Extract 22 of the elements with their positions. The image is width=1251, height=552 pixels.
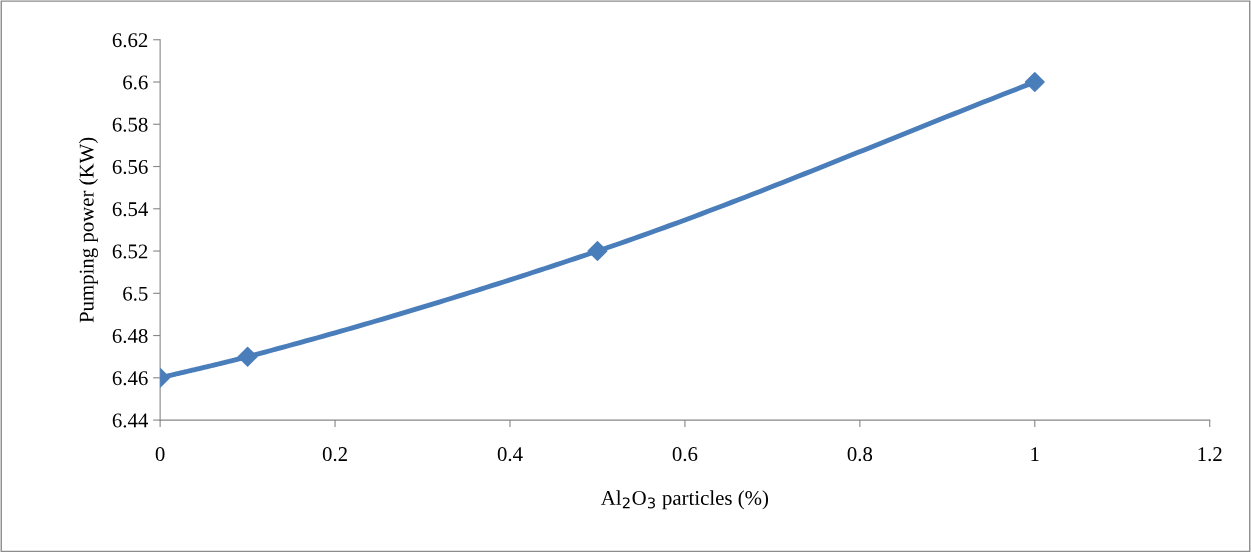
x-tick-label: 1 (1031, 447, 1039, 461)
point (587, 241, 608, 262)
y-tick-label: 6.48 (112, 328, 148, 344)
x-tick-label: 0.8 (847, 447, 873, 462)
point (1024, 71, 1045, 93)
x-tick-label: 0.6 (672, 447, 698, 462)
x-axis-title: Al$_{2}$O$_{3}$ particles (%) (600, 490, 769, 510)
point (237, 346, 258, 367)
y-tick-label: 6.56 (112, 159, 148, 175)
y-tick-label: 6.6 (123, 75, 148, 90)
y-tick-label: 6.46 (112, 371, 148, 386)
y-axis-title: Pumping power (KW) (79, 137, 98, 323)
y-tick-label: 6.58 (112, 117, 148, 132)
x-tick-label: 0 (155, 447, 165, 462)
y-tick-label: 6.44 (112, 413, 148, 428)
x-tick-label: 0.4 (497, 447, 523, 462)
y-tick-label: 6.52 (112, 244, 148, 259)
y-tick-label: 6.62 (112, 33, 148, 48)
y-tick-label: 6.54 (112, 202, 148, 217)
y-tick-label: 6.5 (123, 286, 148, 301)
x-tick-label: 1.2 (1198, 447, 1222, 462)
x-tick-label: 0.2 (322, 447, 347, 462)
